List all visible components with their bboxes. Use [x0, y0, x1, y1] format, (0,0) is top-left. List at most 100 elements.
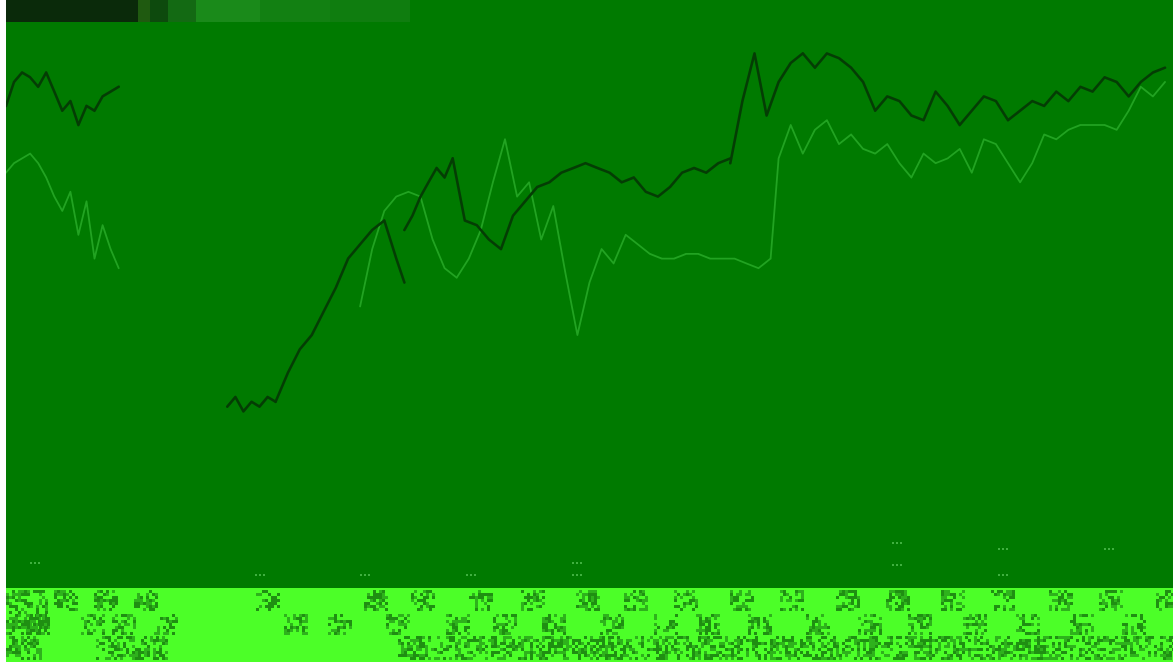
band-bottom-strip-pixel [701, 636, 704, 639]
band-bottom-strip-pixel [563, 639, 566, 642]
band-label-row1-pixel [857, 599, 860, 602]
band-bottom-strip-pixel [1001, 654, 1004, 657]
band-label-row1-pixel [789, 599, 792, 602]
band-bottom-strip-pixel [770, 645, 773, 648]
band-label-row1-pixel [854, 593, 857, 596]
band-bottom-strip-pixel [980, 636, 983, 639]
band-bottom-strip-pixel [887, 642, 890, 645]
band-bottom-strip-pixel [1076, 657, 1079, 660]
band-label-row1-pixel [780, 596, 783, 599]
band-bottom-strip-pixel [584, 645, 587, 648]
band-bottom-strip-pixel [608, 645, 611, 648]
band-left-block-pixel [27, 626, 30, 629]
band-bottom-mid-pixel [138, 651, 141, 654]
band-label-row1-pixel [895, 590, 898, 593]
band-label-row1-pixel [414, 602, 417, 605]
band-label-row1-pixel [63, 593, 66, 596]
band-bottom-mid-pixel [132, 654, 135, 657]
band-bottom-strip-pixel [608, 639, 611, 642]
band-label-row1-pixel [898, 605, 901, 608]
band-label-row2-pixel [87, 614, 90, 617]
band-bottom-strip-pixel [521, 645, 524, 648]
band-bottom-strip-pixel [920, 648, 923, 651]
band-left-block-pixel [12, 623, 15, 626]
band-label-row2-pixel [172, 626, 175, 629]
band-bottom-strip-pixel [530, 651, 533, 654]
band-bottom-strip-pixel [449, 657, 452, 660]
band-bottom-strip-pixel [671, 645, 674, 648]
band-label-row1-pixel [627, 599, 630, 602]
band-label-row2-pixel [35, 623, 38, 626]
band-label-row2-pixel [966, 626, 969, 629]
band-bottom-strip-pixel [887, 654, 890, 657]
band-bottom-strip-pixel [419, 642, 422, 645]
band-label-row1-pixel [376, 593, 379, 596]
band-bottom-strip-pixel [1166, 657, 1169, 660]
band-label-row1-pixel [72, 608, 75, 611]
band-bottom-strip-pixel [719, 645, 722, 648]
band-bottom-strip-pixel [920, 645, 923, 648]
band-bottom-strip-pixel [1130, 648, 1133, 651]
band-label-row2-pixel [975, 614, 978, 617]
band-bottom-strip-pixel [590, 645, 593, 648]
band-label-row1-pixel [536, 593, 539, 596]
band-label-row2-pixel [47, 632, 50, 635]
band-label-row1-pixel [845, 590, 848, 593]
band-label-row2-pixel [163, 626, 166, 629]
band-bottom-strip-pixel [548, 651, 551, 654]
band-label-row2-pixel [551, 620, 554, 623]
band-bottom-strip-pixel [899, 645, 902, 648]
band-bottom-mid-pixel [129, 654, 132, 657]
band-bottom-mid-pixel [108, 636, 111, 639]
band-label-row1-pixel [469, 596, 472, 599]
band-bottom-strip-pixel [722, 642, 725, 645]
band-label-row2-pixel [458, 632, 461, 635]
band-bottom-left-pixel [15, 642, 18, 645]
band-bottom-strip-pixel [1160, 654, 1163, 657]
band-label-row1-pixel [695, 602, 698, 605]
band-label-row2-pixel [38, 629, 41, 632]
band-bottom-left-pixel [21, 636, 24, 639]
band-label-row1-pixel [259, 605, 262, 608]
band-bottom-strip-pixel [881, 645, 884, 648]
band-bottom-strip-pixel [866, 639, 869, 642]
band-bottom-strip-pixel [686, 654, 689, 657]
band-label-row1-pixel [487, 605, 490, 608]
band-bottom-strip-pixel [1007, 636, 1010, 639]
band-label-row1-pixel [1067, 593, 1070, 596]
band-label-row1-pixel [1067, 608, 1070, 611]
band-left-block-pixel [18, 599, 21, 602]
band-label-row1-pixel [848, 590, 851, 593]
band-label-row2-pixel [1091, 626, 1094, 629]
band-label-row2-pixel [1076, 629, 1079, 632]
band-bottom-strip-pixel [437, 636, 440, 639]
band-bottom-left-pixel [15, 639, 18, 642]
band-bottom-left-pixel [39, 651, 42, 654]
band-label-row2-pixel [166, 617, 169, 620]
band-label-row2-pixel [87, 629, 90, 632]
band-label-row1-pixel [742, 602, 745, 605]
band-label-row1-pixel [748, 599, 751, 602]
band-bottom-strip-pixel [869, 651, 872, 654]
band-label-row2-pixel [343, 623, 346, 626]
band-label-row1-pixel [795, 590, 798, 593]
band-label-row1-pixel [582, 599, 585, 602]
band-bottom-strip-pixel [413, 639, 416, 642]
band-bottom-strip-pixel [506, 651, 509, 654]
band-label-row1-pixel [947, 593, 950, 596]
band-bottom-mid-pixel [159, 645, 162, 648]
band-bottom-strip-pixel [1076, 639, 1079, 642]
band-bottom-strip-pixel [554, 648, 557, 651]
band-bottom-strip-pixel [1136, 654, 1139, 657]
band-label-row1-pixel [889, 605, 892, 608]
band-left-block-pixel [24, 623, 27, 626]
band-bottom-strip-pixel [803, 642, 806, 645]
band-bottom-strip-pixel [1001, 642, 1004, 645]
band-label-row2-pixel [493, 626, 496, 629]
band-label-row1-pixel [686, 590, 689, 593]
band-bottom-strip-pixel [1079, 648, 1082, 651]
band-bottom-strip-pixel [863, 654, 866, 657]
band-label-row2-pixel [398, 614, 401, 617]
band-bottom-strip-pixel [755, 654, 758, 657]
band-bottom-strip-pixel [947, 642, 950, 645]
